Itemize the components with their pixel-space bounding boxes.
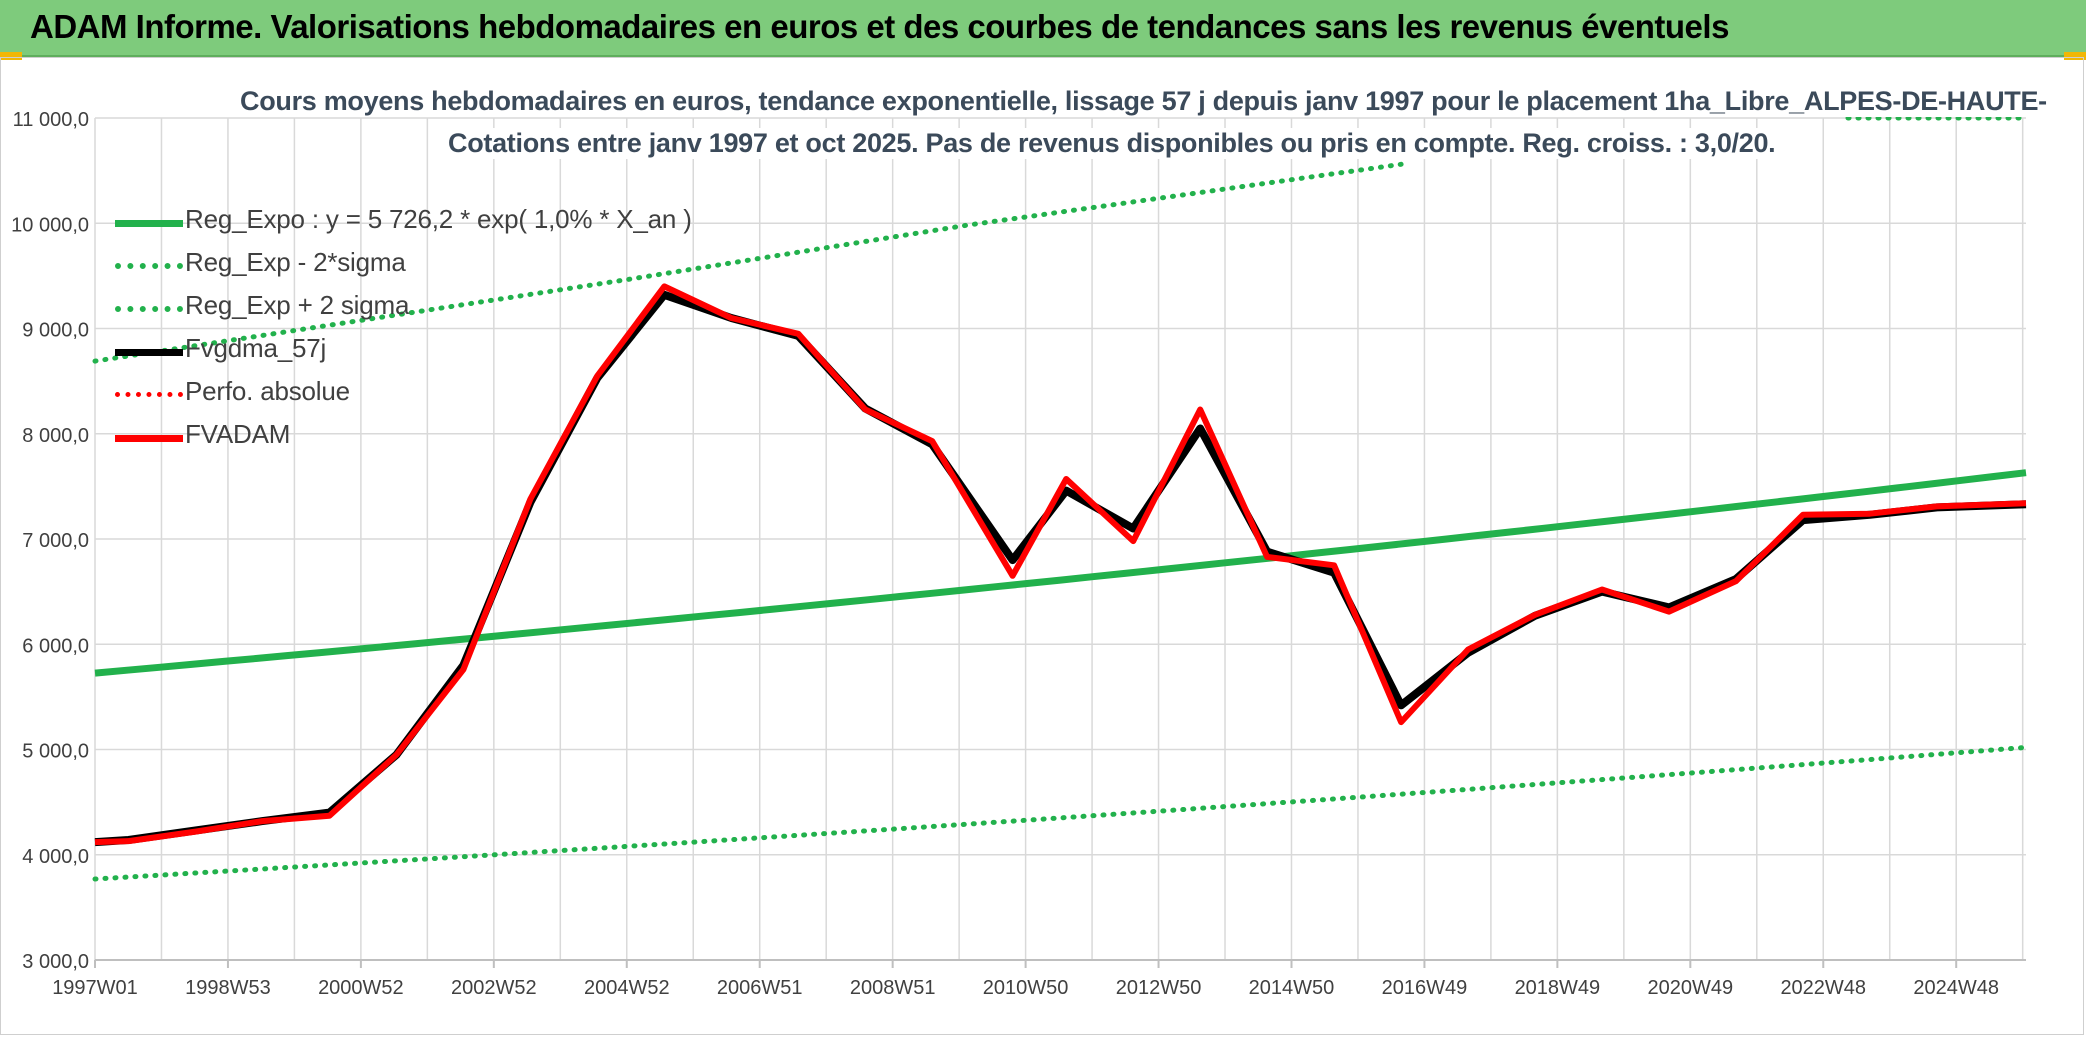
x-tick-label: 2014W50 — [1249, 977, 1335, 999]
x-tick-label: 2010W50 — [983, 977, 1069, 999]
legend-label: Perfo. absolue — [185, 376, 350, 406]
legend-swatch — [115, 349, 183, 356]
x-tick-label: 2000W52 — [318, 977, 404, 999]
legend-swatch — [115, 263, 183, 269]
legend-label: FVADAM — [185, 419, 291, 449]
legend-label: Reg_Exp - 2*sigma — [185, 247, 406, 277]
y-tick-label: 6 000,0 — [22, 635, 89, 657]
legend-label: Fvgdma_57j — [185, 333, 327, 363]
series-fvgdma-line — [94, 290, 2027, 847]
y-tick-label: 5 000,0 — [22, 741, 89, 763]
x-tick-label: 2012W50 — [1116, 977, 1202, 999]
page-title: ADAM Informe. Valorisations hebdomadaire… — [30, 8, 1729, 45]
legend-label: Reg_Expo : y = 5 726,2 * exp( 1,0% * X_a… — [185, 204, 692, 234]
x-tick-label: 2016W49 — [1382, 977, 1468, 999]
series-reg-exp-minus-line — [92, 744, 2029, 882]
y-tick-label: 4 000,0 — [22, 846, 89, 868]
y-tick-label: 10 000,0 — [11, 214, 89, 236]
y-tick-label: 11 000,0 — [13, 109, 89, 131]
series-reg-exp-plus-line — [92, 161, 1404, 364]
y-tick-label: 9 000,0 — [22, 320, 89, 342]
x-tick-label: 2004W52 — [584, 977, 670, 999]
chart-frame — [0, 57, 2084, 1035]
x-tick-label: 1998W53 — [185, 977, 271, 999]
series-fvadam-line — [94, 283, 2027, 846]
corner-marker-right — [2064, 52, 2086, 60]
x-tick-label: 2020W49 — [1648, 977, 1734, 999]
x-tick-label: 2018W49 — [1515, 977, 1601, 999]
chart-title-line-1: Cours moyens hebdomadaires en euros, ten… — [234, 86, 2053, 117]
legend-label: Reg_Exp + 2 sigma — [185, 290, 410, 320]
legend-swatch — [115, 220, 183, 227]
x-tick-label: 2022W48 — [1780, 977, 1866, 999]
line-chart: 3 000,0 4 000,0 5 000,0 6 000,0 7 000,0 8 000… — [11, 109, 2029, 999]
legend-swatch — [115, 392, 183, 397]
x-tick-label: 2024W48 — [1913, 977, 1999, 999]
chart-title-line-2: Cotations entre janv 1997 et oct 2025. P… — [442, 128, 1782, 159]
legend-swatch — [115, 306, 183, 312]
corner-marker-left — [0, 52, 22, 60]
x-tick-label: 2002W52 — [451, 977, 537, 999]
x-tick-label: 2006W51 — [717, 977, 803, 999]
series-reg-expo-line — [94, 469, 2027, 677]
x-tick-label: 2008W51 — [850, 977, 936, 999]
y-tick-label: 3 000,0 — [22, 951, 89, 973]
chart-header-bar: ADAM Informe. Valorisations hebdomadaire… — [0, 0, 2086, 57]
x-tick-label: 1997W01 — [52, 977, 138, 999]
y-tick-label: 8 000,0 — [22, 425, 89, 447]
legend-swatch — [115, 435, 183, 442]
y-tick-label: 7 000,0 — [22, 530, 89, 552]
